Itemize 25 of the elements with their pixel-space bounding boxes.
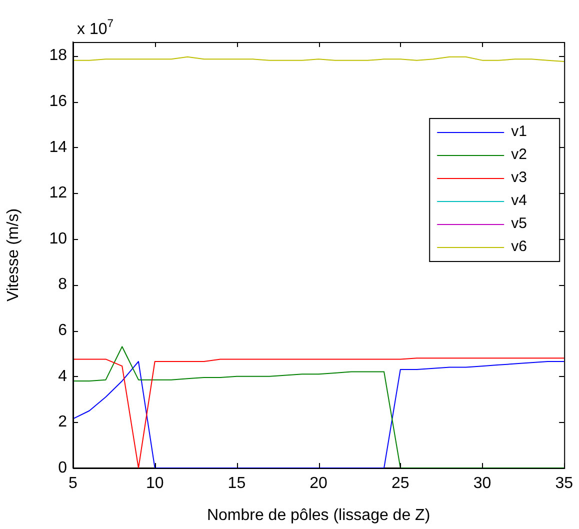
legend-label: v3: [511, 169, 527, 186]
x-tick-label: 25: [392, 475, 410, 492]
x-axis-title: Nombre de pôles (lissage de Z): [206, 506, 430, 524]
y-tick-label: 10: [49, 230, 68, 248]
x-tick-label: 15: [228, 475, 246, 492]
legend-label: v2: [511, 146, 527, 164]
y-tick-label: 18: [49, 47, 68, 64]
y-tick-label: 8: [58, 276, 68, 294]
x-tick-label: 30: [473, 475, 492, 492]
legend-label: v1: [511, 123, 527, 140]
y-axis-title: Vitesse (m/s): [5, 208, 22, 302]
y-tick-label: 14: [49, 138, 68, 156]
legend-label: v4: [511, 192, 527, 210]
y-tick-label: 6: [58, 322, 68, 339]
legend-label: v6: [511, 238, 527, 256]
legend-label: v5: [511, 215, 527, 232]
y-tick-label: 12: [49, 184, 68, 202]
y-tick-label: 16: [49, 92, 68, 110]
x-tick-label: 5: [68, 475, 78, 492]
x-tick-label: 10: [146, 475, 164, 492]
y-tick-label: 2: [58, 414, 68, 431]
x-tick-label: 20: [310, 475, 328, 492]
y-tick-label: 4: [58, 368, 68, 385]
x-tick-label: 35: [555, 475, 574, 492]
y-tick-label: 0: [58, 459, 68, 476]
